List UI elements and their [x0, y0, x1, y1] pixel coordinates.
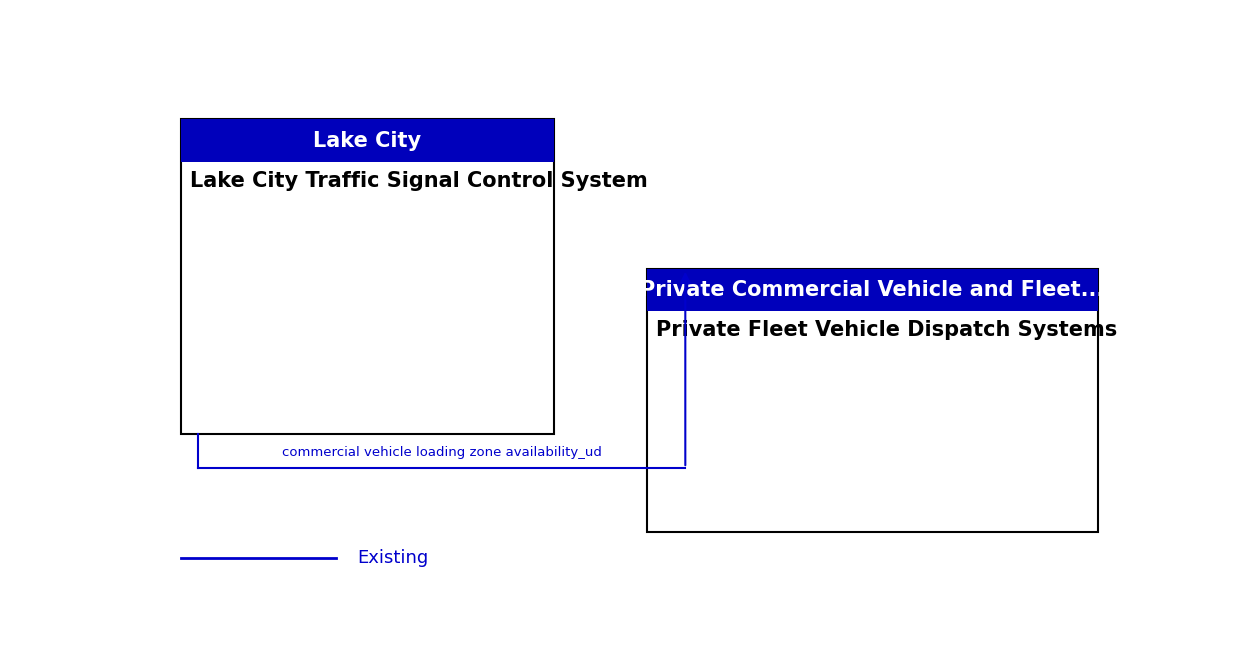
- Bar: [646, 269, 1098, 532]
- Text: Private Fleet Vehicle Dispatch Systems: Private Fleet Vehicle Dispatch Systems: [656, 320, 1118, 340]
- Bar: [646, 269, 1098, 311]
- Text: Private Commercial Vehicle and Fleet...: Private Commercial Vehicle and Fleet...: [640, 280, 1104, 300]
- Text: Lake City Traffic Signal Control System: Lake City Traffic Signal Control System: [190, 170, 649, 191]
- Bar: [180, 120, 555, 434]
- Bar: [180, 120, 555, 162]
- Text: Lake City: Lake City: [313, 130, 422, 151]
- Text: commercial vehicle loading zone availability_ud: commercial vehicle loading zone availabi…: [282, 446, 602, 459]
- Text: Existing: Existing: [357, 549, 428, 567]
